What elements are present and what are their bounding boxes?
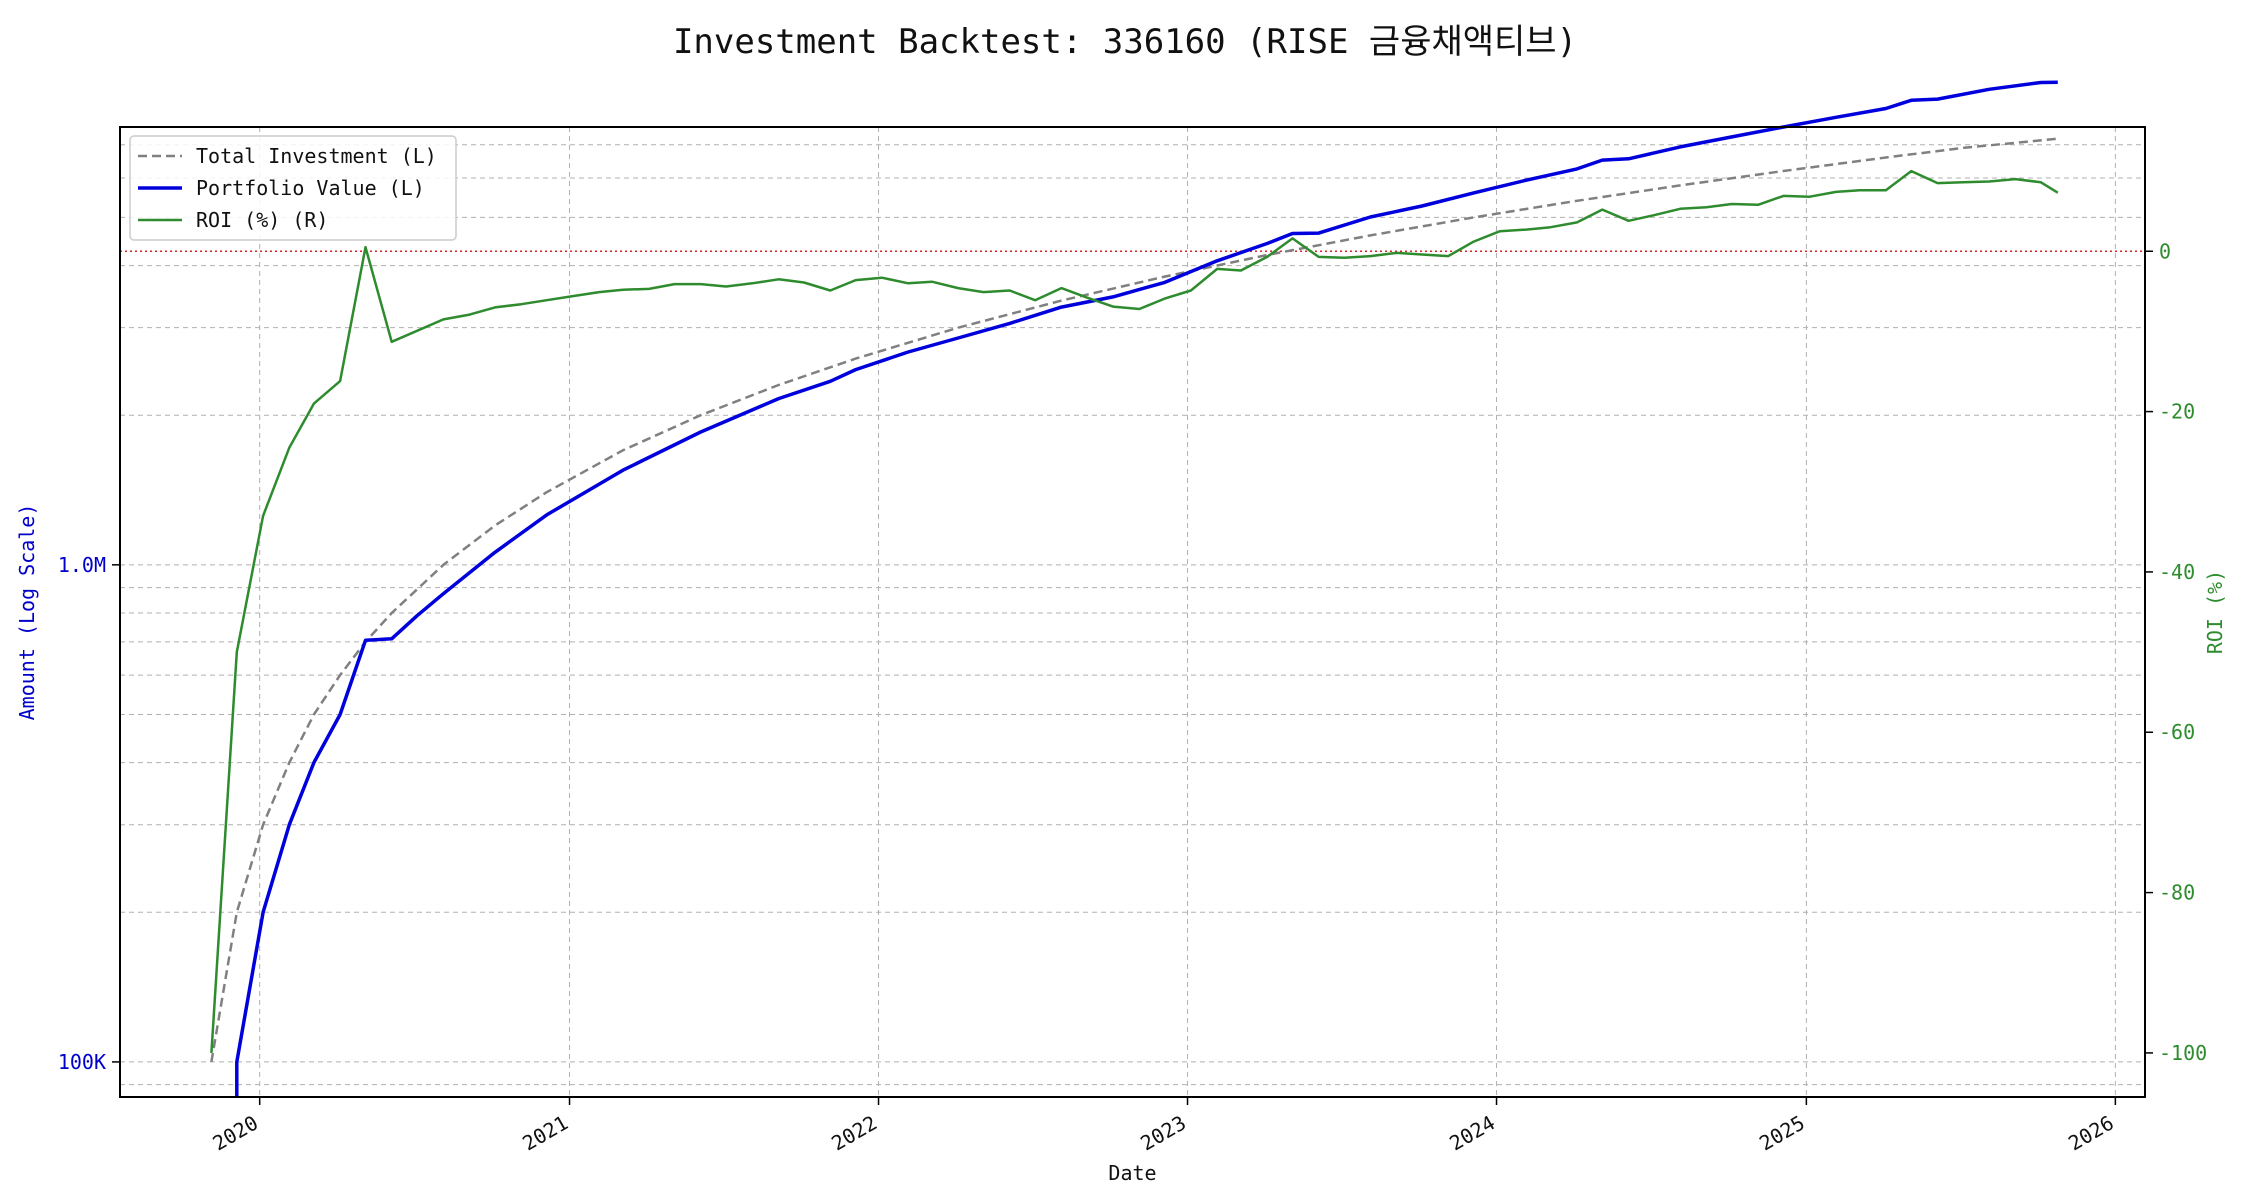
right-y-tick-label: 0 [2159,239,2171,263]
x-axis-label: Date [1108,1161,1156,1185]
right-y-axis-ticks: -100 -80 -60 -40 -20 0 [2145,239,2207,1065]
x-tick-label: 2022 [827,1111,881,1156]
right-y-tick-label: -60 [2159,720,2195,744]
x-tick-label: 2023 [1136,1111,1190,1156]
left-y-axis-ticks: 100K 1.0M [58,553,120,1074]
legend-label-0: Total Investment (L) [196,144,437,168]
plot-frame [119,126,2146,1098]
right-y-tick-label: -100 [2159,1041,2207,1065]
series-lines [210,80,2059,1097]
legend: Total Investment (L) Portfolio Value (L) R… [129,135,457,241]
left-y-tick-label: 100K [58,1050,106,1074]
x-tick-label: 2024 [1445,1111,1499,1156]
left-y-tick-label: 1.0M [58,553,106,577]
x-tick-label: 2020 [208,1111,262,1156]
x-tick-label: 2025 [1755,1111,1809,1156]
right-y-axis-label: ROI (%) [2203,570,2227,654]
series-line-0 [210,137,2058,1063]
x-axis-ticks: 2020 2021 2022 2023 2024 2025 2026 [208,1097,2118,1156]
grid-lines [120,127,2145,1097]
right-y-tick-label: -80 [2159,881,2195,905]
legend-label-1: Portfolio Value (L) [196,176,425,200]
legend-label-2: ROI (%) (R) [196,208,328,232]
legend-box [129,135,457,241]
left-y-axis-label: Amount (Log Scale) [15,504,39,721]
right-y-tick-label: -20 [2159,400,2195,424]
x-tick-label: 2026 [2064,1111,2118,1156]
chart-title: Investment Backtest: 336160 (RISE 금융채액티브… [672,22,1578,62]
right-y-tick-label: -40 [2159,560,2195,584]
series-line-2 [210,169,2059,1053]
x-tick-label: 2021 [518,1111,572,1156]
series-line-1 [235,80,2058,1097]
